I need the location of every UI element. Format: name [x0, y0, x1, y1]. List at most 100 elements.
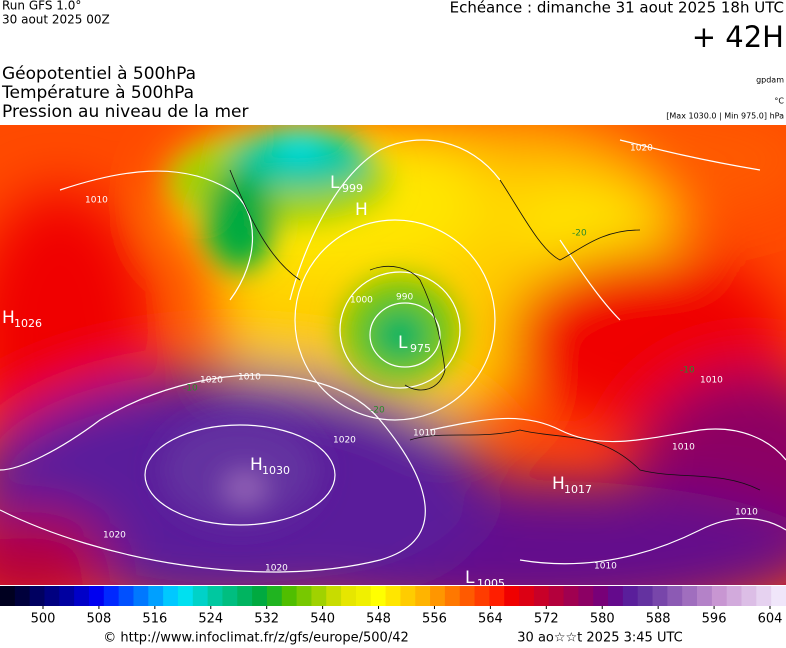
colorbar-swatch [637, 586, 654, 606]
colorbar-swatch [341, 586, 357, 606]
colorbar-swatch [697, 586, 713, 606]
unit-temperature: °C [774, 97, 784, 106]
colorbar-tick-label: 524 [198, 612, 223, 627]
echeance: Echéance : dimanche 31 aout 2025 18h UTC [450, 0, 784, 17]
colorbar-tick-label: 564 [478, 612, 503, 627]
unit-pressure: [Max 1030.0 | Min 975.0] hPa [666, 112, 784, 121]
colorbar-swatch [29, 586, 45, 606]
isobar-label: 1010 [594, 562, 617, 572]
colorbar-swatch [726, 586, 743, 606]
pressure-center-value: 1017 [564, 483, 592, 496]
colorbar-swatch [296, 586, 312, 606]
colorbar-swatch [192, 586, 209, 606]
colorbar-swatch [118, 586, 134, 606]
colorbar-tick-label: 588 [646, 612, 671, 627]
temperature-label: -20 [572, 229, 587, 239]
pressure-center-value: 1026 [14, 317, 42, 330]
colorbar-tick-label: 596 [702, 612, 727, 627]
colorbar-tick-label: 572 [534, 612, 559, 627]
colorbar-swatch [608, 586, 624, 606]
isobar-label: 1010 [413, 429, 436, 439]
colorbar-swatch [14, 586, 31, 606]
title-2: Température à 500hPa [1, 83, 194, 103]
colorbar-swatch [771, 586, 786, 606]
pressure-center-value: 1030 [262, 464, 290, 477]
colorbar-swatch [578, 586, 594, 606]
temperature-label: -20 [370, 406, 385, 416]
colorbar-swatch [133, 586, 149, 606]
colorbar-swatch [385, 586, 401, 606]
isobar-label: 1020 [265, 564, 288, 574]
run-date: 30 aout 2025 00Z [2, 13, 110, 27]
pressure-center-value: 999 [342, 182, 363, 195]
colorbar-swatch [519, 586, 535, 606]
colorbar-swatch [400, 586, 416, 606]
colorbar-tick-label: 532 [254, 612, 279, 627]
map [0, 125, 786, 585]
isobars [0, 139, 786, 573]
colorbar-swatch [355, 586, 372, 606]
colorbar-swatch [266, 586, 283, 606]
pressure-center-letter: L [465, 568, 475, 588]
colorbar-swatch [74, 586, 90, 606]
coastlines [229, 169, 761, 491]
pressure-center-letter: H [552, 474, 565, 494]
colorbar-swatch [44, 586, 60, 606]
colorbar-swatch [711, 586, 728, 606]
pressure-center-letter: L [330, 173, 340, 193]
title-1: Géopotentiel à 500hPa [2, 64, 196, 84]
lead-time: + 42H [692, 20, 784, 54]
colorbar-swatch [756, 586, 772, 606]
colorbar-swatch [163, 586, 179, 606]
colorbar-swatch [59, 586, 75, 606]
isobar-label: 990 [396, 293, 413, 303]
colorbar-swatch [682, 586, 698, 606]
colorbar-tick-label: 540 [310, 612, 335, 627]
colorbar-tick-label: 556 [422, 612, 447, 627]
isobar-label: 1010 [672, 443, 695, 453]
pressure-center-letter: H [2, 308, 15, 328]
colorbar-swatch [252, 586, 268, 606]
colorbar-tick-label: 508 [87, 612, 112, 627]
colorbar-swatch [148, 586, 164, 606]
temperature-label: -10 [680, 366, 695, 376]
generated-time: 30 ao☆☆t 2025 3:45 UTC [517, 631, 682, 646]
colorbar-swatch [474, 586, 490, 606]
isobar-label: 1010 [238, 373, 261, 383]
colorbar-tick-label: 604 [758, 612, 783, 627]
colorbar-swatch [504, 586, 520, 606]
isobar-label: 1010 [735, 508, 758, 518]
temperature-label: -10 [183, 384, 198, 394]
pressure-center-letter: L [398, 333, 408, 353]
colorbar: 500 508 516 524 532 540 548 556 564 572 580 588 596 6… [0, 586, 786, 627]
unit-geopotential: gpdam [756, 76, 784, 85]
colorbar-swatch [103, 586, 120, 606]
colorbar-swatch [563, 586, 579, 606]
colorbar-swatch [281, 586, 298, 606]
colorbar-swatch [593, 586, 609, 606]
colorbar-swatch [415, 586, 431, 606]
isobar-label: 1020 [630, 144, 653, 154]
colorbar-swatch [444, 586, 461, 606]
colorbar-swatch [533, 586, 550, 606]
colorbar-tick-label: 500 [31, 612, 56, 627]
run-label: Run GFS 1.0° [2, 0, 81, 13]
isobar-label: 1010 [700, 376, 723, 386]
colorbar-swatch [177, 586, 194, 606]
colorbar-swatch [459, 586, 476, 606]
pressure-center-letter: H [355, 200, 368, 220]
source-url: © http://www.infoclimat.fr/z/gfs/europe/… [103, 631, 409, 646]
colorbar-swatch [222, 586, 238, 606]
colorbar-swatch [430, 586, 446, 606]
pressure-center-value: 975 [410, 342, 431, 355]
colorbar-swatch [311, 586, 327, 606]
colorbar-tick-label: 548 [366, 612, 391, 627]
colorbar-swatch [548, 586, 565, 606]
colorbar-swatch [667, 586, 683, 606]
colorbar-swatch [207, 586, 223, 606]
isobar-label: 1020 [103, 531, 126, 541]
title-3: Pression au niveau de la mer [2, 102, 248, 122]
colorbar-swatch [88, 586, 105, 606]
colorbar-swatch [0, 586, 16, 606]
